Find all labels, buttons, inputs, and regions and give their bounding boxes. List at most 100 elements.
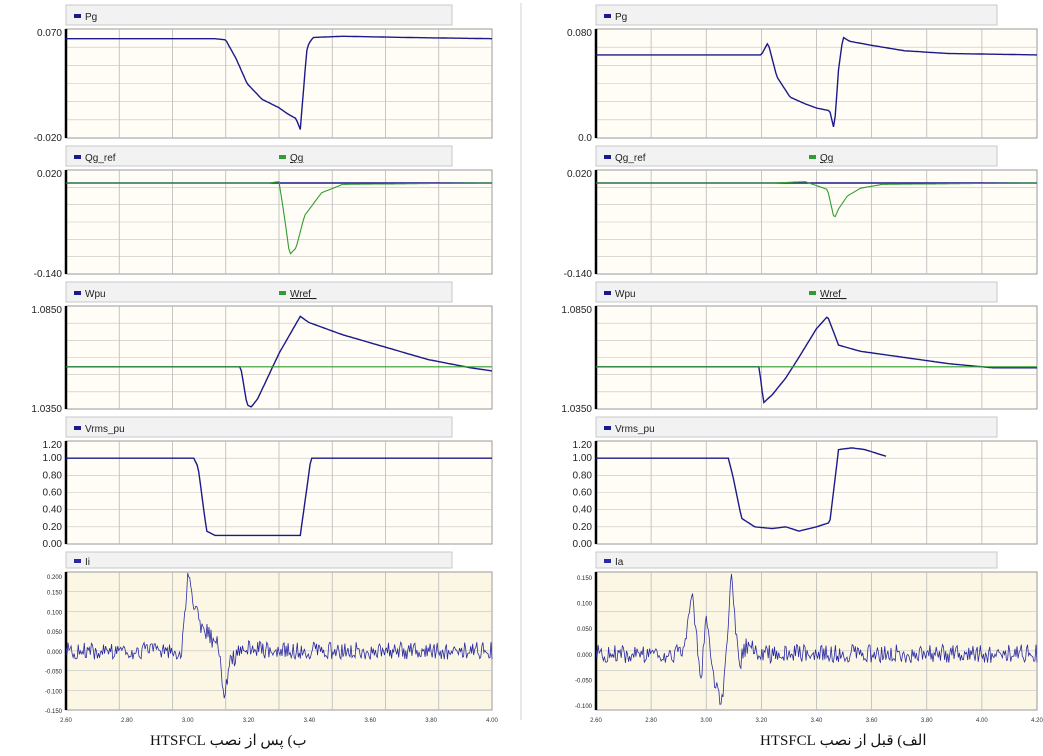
- legend-label: Qg: [820, 153, 833, 164]
- legend-label: Wpu: [615, 289, 636, 300]
- legend-label: Ii: [85, 557, 90, 568]
- x-tick-label: 3.00: [182, 718, 194, 724]
- panel-i-after: Ii 0.200 0.150 0.100 0.050 0.000 -0.050 -0.100 -…: [45, 551, 498, 724]
- legend-swatch: [279, 155, 286, 159]
- legend-bar: [65, 145, 453, 167]
- x-tick-label: 3.60: [866, 718, 878, 724]
- x-tick-label: 3.20: [756, 718, 768, 724]
- y-tick-label: 1.0350: [31, 404, 62, 415]
- legend-swatch: [74, 14, 81, 18]
- y-tick-label: 0.020: [567, 169, 592, 180]
- series-line-ia: [595, 573, 1038, 705]
- y-tick-label: 1.0350: [561, 404, 592, 415]
- legend-label: Wpu: [85, 289, 106, 300]
- legend-bar: [65, 4, 453, 26]
- y-tick-label: 0.20: [573, 522, 593, 533]
- legend-label: Qg_ref: [85, 153, 116, 164]
- y-tick-label: 0.20: [43, 522, 63, 533]
- series-line-vrms-pu: [596, 447, 887, 532]
- legend-swatch: [809, 291, 816, 295]
- y-tick-label: -0.100: [45, 689, 63, 695]
- panel-w-after: Wpu Wref_ 1.0850 1.0350: [31, 281, 493, 415]
- x-tick-label: 3.60: [364, 718, 376, 724]
- legend-bar: [595, 145, 998, 167]
- x-tick-label: 3.80: [921, 718, 933, 724]
- legend-bar: [595, 4, 998, 26]
- panel-pg-after: Pg 0.070 -0.020: [34, 4, 493, 144]
- y-tick-label: 0.150: [47, 591, 63, 597]
- legend-label: Ia: [615, 557, 624, 568]
- y-tick-label: -0.140: [34, 269, 63, 280]
- x-tick-label: 3.80: [425, 718, 437, 724]
- panel-pg-before: Pg 0.080 0.0: [567, 4, 1038, 144]
- y-tick-label: 0.050: [577, 627, 593, 633]
- legend-label: Wref_: [820, 289, 847, 300]
- x-tick-label: 3.00: [700, 718, 712, 724]
- panel-v-after: Vrms_pu 1.20 1.00 0.80 0.60 0.40 0.20 0.00: [43, 416, 493, 550]
- y-tick-label: 0.80: [573, 470, 593, 481]
- legend-swatch: [604, 14, 611, 18]
- series-line-qg: [596, 181, 1037, 218]
- series-line-pg: [66, 35, 492, 130]
- legend-swatch: [604, 426, 611, 430]
- legend-label: Qg: [290, 153, 303, 164]
- x-tick-label: 4.00: [976, 718, 988, 724]
- panel-qg-after: Qg_ref Qg 0.020 -0.140: [34, 145, 493, 280]
- caption-before: الف) قبل از نصب HTSFCL: [760, 733, 927, 749]
- legend-swatch: [74, 559, 81, 563]
- legend-bar: [595, 281, 998, 303]
- y-tick-label: -0.050: [45, 670, 63, 676]
- legend-bar: [595, 551, 998, 569]
- y-tick-label: 1.20: [573, 440, 593, 451]
- legend-label: Vrms_pu: [85, 424, 125, 435]
- y-tick-label: 0.000: [577, 653, 593, 659]
- legend-swatch: [809, 155, 816, 159]
- panel-v-before: Vrms_pu 1.20 1.00 0.80 0.60 0.40 0.20 0.00: [573, 416, 1038, 550]
- series-line-pg: [596, 36, 1037, 128]
- y-tick-label: 0.00: [573, 539, 593, 550]
- x-tick-label: 2.80: [121, 718, 133, 724]
- panel-w-before: Wpu Wref_ 1.0850 1.0350: [561, 281, 1038, 415]
- y-tick-label: 0.40: [43, 505, 63, 516]
- legend-swatch: [604, 291, 611, 295]
- y-tick-label: 0.100: [47, 610, 63, 616]
- y-tick-label: 0.080: [567, 28, 592, 39]
- legend-swatch: [279, 291, 286, 295]
- y-tick-label: 0.0: [578, 133, 592, 144]
- legend-swatch: [604, 155, 611, 159]
- legend-label: Wref_: [290, 289, 317, 300]
- legend-label: Qg_ref: [615, 153, 646, 164]
- y-tick-label: 0.050: [47, 630, 63, 636]
- legend-swatch: [604, 559, 611, 563]
- legend-bar: [65, 551, 453, 569]
- x-tick-label: 3.40: [811, 718, 823, 724]
- y-tick-label: 1.20: [43, 440, 63, 451]
- figure-svg: Pg 0.070 -0.020 Pg 0.080 0.0 Qg_ref Qg 0.020 -0.1…: [31, 3, 1043, 724]
- y-tick-label: 0.150: [577, 576, 593, 582]
- y-tick-label: -0.150: [45, 709, 63, 715]
- y-tick-label: 0.60: [573, 488, 593, 499]
- y-tick-label: 0.200: [47, 575, 63, 581]
- series-line-qg: [66, 181, 492, 255]
- y-tick-label: -0.100: [575, 704, 593, 710]
- legend-swatch: [74, 155, 81, 159]
- legend-label: Pg: [85, 12, 97, 23]
- y-tick-label: 0.80: [43, 470, 63, 481]
- x-tick-label: 4.00: [486, 718, 498, 724]
- legend-bar: [65, 281, 453, 303]
- y-tick-label: 1.0850: [31, 305, 62, 316]
- x-tick-label: 3.40: [304, 718, 316, 724]
- x-tick-label: 2.80: [645, 718, 657, 724]
- legend-label: Vrms_pu: [615, 424, 655, 435]
- y-tick-label: 0.070: [37, 28, 62, 39]
- y-tick-label: 0.100: [577, 602, 593, 608]
- y-tick-label: 1.00: [43, 453, 63, 464]
- series-line-ii: [65, 572, 493, 699]
- y-tick-label: 0.00: [43, 539, 63, 550]
- panel-i-before: Ia 0.150 0.100 0.050 0.000 -0.050 -0.100 2.60 2.…: [575, 551, 1043, 724]
- y-tick-label: 0.020: [37, 169, 62, 180]
- x-tick-label: 4.20: [1031, 718, 1043, 724]
- legend-bar: [65, 416, 453, 438]
- x-tick-label: 2.60: [590, 718, 602, 724]
